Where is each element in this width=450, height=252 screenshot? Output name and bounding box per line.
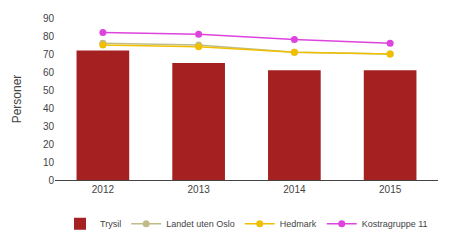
svg-text:Kostragruppe 11: Kostragruppe 11 bbox=[362, 219, 428, 229]
svg-text:40: 40 bbox=[43, 103, 55, 114]
svg-text:2015: 2015 bbox=[379, 184, 402, 195]
svg-text:2012: 2012 bbox=[92, 184, 115, 195]
svg-text:2014: 2014 bbox=[283, 184, 306, 195]
svg-text:Personer: Personer bbox=[10, 75, 24, 124]
svg-text:20: 20 bbox=[43, 139, 55, 150]
svg-text:2013: 2013 bbox=[188, 184, 211, 195]
svg-text:0: 0 bbox=[48, 175, 54, 186]
svg-text:70: 70 bbox=[43, 49, 55, 60]
svg-text:Hedmark: Hedmark bbox=[280, 219, 317, 229]
svg-text:50: 50 bbox=[43, 85, 55, 96]
svg-text:90: 90 bbox=[43, 13, 55, 24]
svg-text:Trysil: Trysil bbox=[100, 219, 121, 229]
svg-text:10: 10 bbox=[43, 157, 55, 168]
svg-text:80: 80 bbox=[43, 31, 55, 42]
svg-text:60: 60 bbox=[43, 67, 55, 78]
svg-text:Landet uten Oslo: Landet uten Oslo bbox=[166, 219, 235, 229]
svg-text:30: 30 bbox=[43, 121, 55, 132]
